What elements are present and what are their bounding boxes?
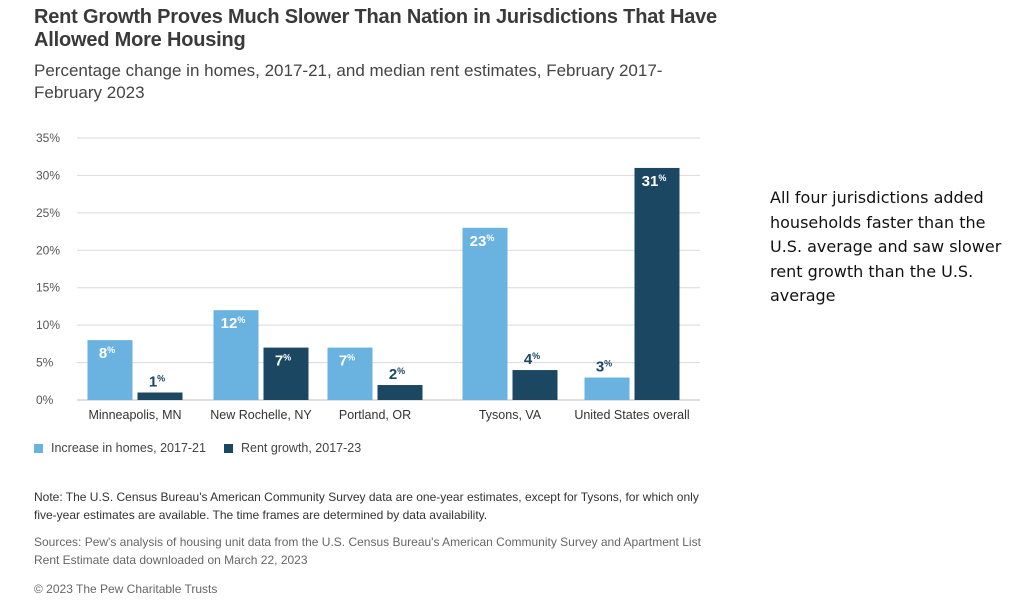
chart-title: Rent Growth Proves Much Slower Than Nati… — [34, 6, 717, 51]
data-label: 8% — [99, 345, 115, 362]
data-label: 7% — [275, 353, 291, 370]
chart-subtitle: Percentage change in homes, 2017-21, and… — [34, 61, 663, 102]
copyright: © 2023 The Pew Charitable Trusts — [34, 582, 218, 596]
y-tick-label: 30% — [36, 168, 60, 182]
legend-swatch-homes — [34, 443, 43, 453]
data-labels: 8% 1% 12% 7% 7% 2% 23% 4% 3% 31% — [99, 173, 667, 391]
y-tick-label: 35% — [36, 131, 60, 145]
x-tick-label: New Rochelle, NY — [210, 408, 312, 422]
bar-homes — [327, 347, 373, 400]
side-annotation: All four jurisdictions added households … — [770, 188, 1002, 305]
y-tick-label: 25% — [36, 206, 60, 220]
x-axis-ticks: Minneapolis, MN New Rochelle, NY Portland,… — [88, 408, 689, 422]
bar-homes — [87, 340, 133, 400]
x-tick-label: United States overall — [574, 408, 689, 422]
bar-homes — [584, 377, 630, 400]
chart-legend: Increase in homes, 2017-21 Rent growth, … — [34, 441, 379, 455]
y-axis-ticks: 0% 5% 10% 15% 20% 25% 30% 35% — [36, 131, 60, 407]
bars — [87, 167, 680, 400]
y-tick-label: 20% — [36, 243, 60, 257]
data-label: 2% — [389, 366, 405, 383]
chart-sources: Sources: Pew's analysis of housing unit … — [34, 535, 701, 567]
y-tick-label: 0% — [36, 393, 54, 407]
x-tick-label: Portland, OR — [339, 408, 411, 422]
data-label: 4% — [524, 351, 540, 368]
bar-homes — [462, 227, 508, 400]
y-tick-label: 10% — [36, 318, 60, 332]
data-label: 23% — [470, 233, 495, 250]
gridlines — [77, 137, 700, 401]
bar-rent — [263, 347, 309, 400]
bar-rent — [512, 370, 558, 400]
legend-item-rent: Rent growth, 2017-23 — [223, 441, 362, 455]
data-label: 1% — [149, 374, 165, 391]
legend-label-homes: Increase in homes, 2017-21 — [51, 441, 206, 455]
data-label: 3% — [596, 359, 612, 376]
legend-label-rent: Rent growth, 2017-23 — [240, 441, 362, 455]
legend-swatch-rent — [223, 443, 233, 453]
legend-item-homes: Increase in homes, 2017-21 — [34, 441, 206, 455]
data-label: 7% — [339, 353, 355, 370]
bar-rent — [137, 392, 183, 400]
bar-homes — [213, 310, 259, 400]
y-tick-label: 15% — [36, 281, 60, 295]
data-label: 12% — [221, 315, 246, 332]
data-label: 31% — [642, 173, 667, 190]
bar-rent — [634, 167, 680, 400]
x-tick-label: Minneapolis, MN — [88, 408, 181, 422]
bar-rent — [377, 385, 423, 400]
y-tick-label: 5% — [36, 356, 54, 370]
chart-note: Note: The U.S. Census Bureau's American … — [34, 490, 699, 522]
x-tick-label: Tysons, VA — [479, 408, 542, 422]
